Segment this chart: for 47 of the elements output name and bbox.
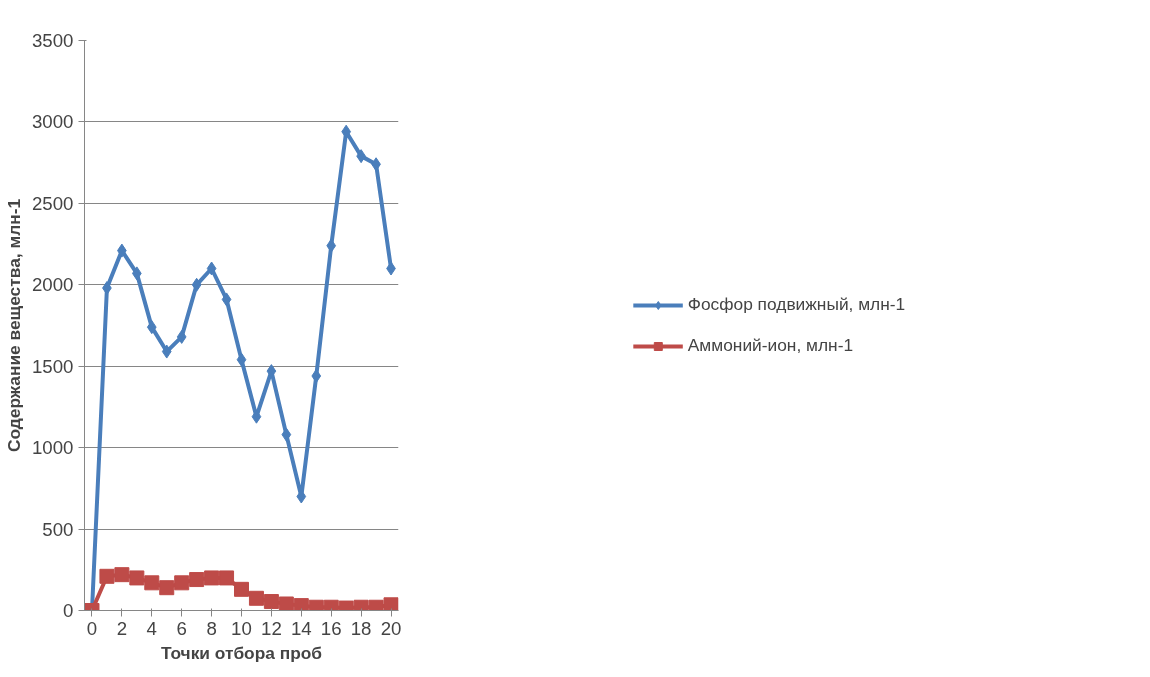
point	[146, 320, 157, 335]
x-tick-label: 0	[86, 617, 98, 639]
legend-label: Фосфор подвижный, млн-1	[687, 294, 906, 315]
point	[293, 598, 309, 611]
y-tick-label: 3000	[32, 111, 74, 133]
y-tick-label: 2000	[32, 274, 74, 296]
x-tick-label: 20	[380, 617, 402, 639]
point	[206, 261, 217, 276]
y-tick-label: 500	[42, 518, 74, 540]
point	[129, 570, 145, 586]
point	[383, 597, 399, 611]
x-tick-label: 18	[350, 617, 372, 639]
x-tick-label: 8	[206, 617, 217, 639]
point	[278, 596, 294, 611]
y-tick-label: 0	[63, 600, 74, 621]
x-tick-label: 6	[176, 617, 187, 639]
point	[236, 352, 247, 367]
point	[191, 277, 202, 292]
x-tick-label: 12	[261, 617, 282, 639]
point	[234, 581, 249, 597]
x-tick-label: 14	[290, 617, 312, 639]
point	[174, 575, 190, 591]
point	[176, 329, 187, 344]
point	[281, 427, 292, 442]
x-tick-label: 10	[231, 617, 252, 639]
point	[159, 580, 175, 596]
point	[161, 344, 172, 359]
point	[263, 594, 279, 610]
point	[204, 570, 220, 586]
y-axis-title: Содержание вещества, млн-1	[4, 198, 24, 453]
point	[248, 590, 264, 606]
y-tick-label: 3500	[32, 30, 74, 51]
y-tick-label: 1500	[32, 355, 74, 377]
x-tick-label: 2	[116, 617, 128, 639]
point	[189, 572, 205, 588]
y-tick-label: 2500	[32, 192, 74, 214]
point	[114, 567, 130, 583]
legend-label: Аммоний-ион, млн-1	[687, 335, 854, 356]
point	[326, 238, 337, 253]
x-tick-label: 4	[146, 617, 157, 639]
x-tick-label: 16	[320, 617, 342, 639]
point	[219, 570, 235, 586]
point	[99, 568, 115, 584]
point	[144, 575, 160, 591]
point	[221, 292, 232, 307]
x-axis-title: Точки отбора проб	[160, 642, 323, 663]
y-tick-label: 1000	[32, 437, 74, 459]
